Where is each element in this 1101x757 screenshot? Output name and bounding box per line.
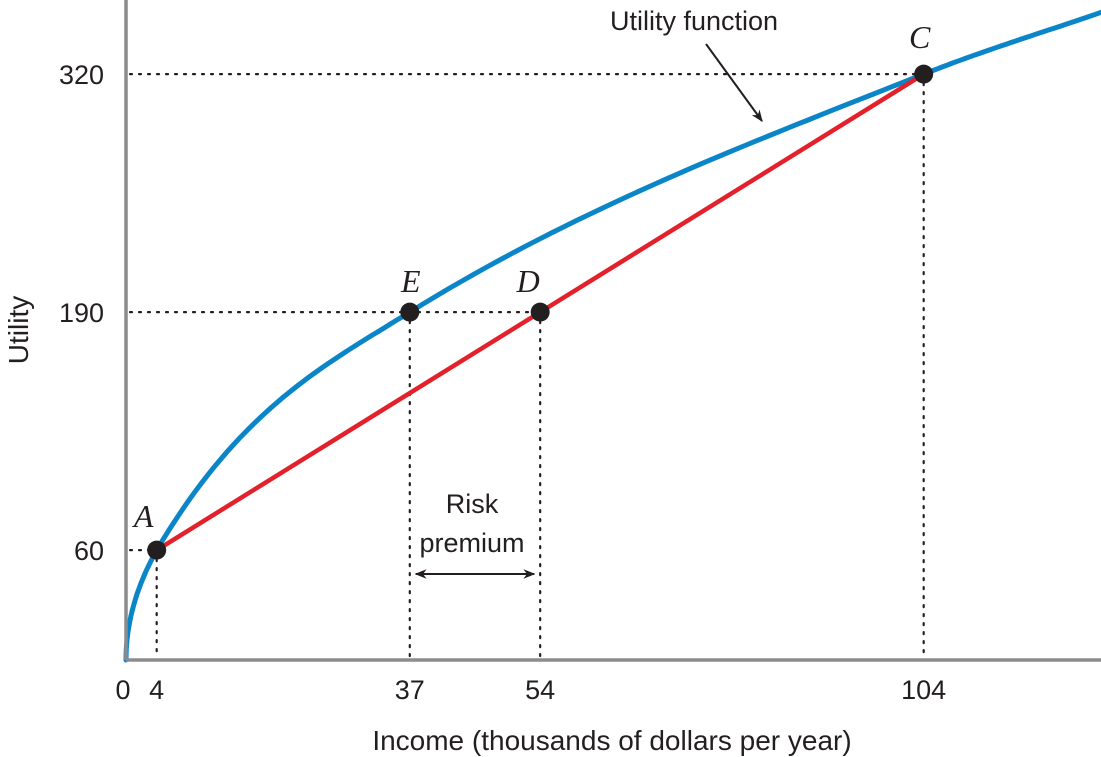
x-tick-label: 0 (115, 675, 130, 705)
x-tick-label: 4 (149, 675, 164, 705)
x-tick-labels: 0 4 37 54 104 (115, 675, 946, 705)
point-c-label: C (909, 19, 931, 55)
y-tick-labels: 60 190 320 (59, 60, 104, 566)
y-tick-label: 190 (59, 298, 104, 328)
risk-premium-label-line2: premium (419, 528, 524, 558)
y-axis-title: Utility (3, 296, 34, 364)
point-a-label: A (132, 498, 154, 534)
point-c-marker (914, 64, 934, 84)
point-d-marker (530, 302, 550, 322)
y-tick-label: 320 (59, 60, 104, 90)
point-e-label: E (400, 263, 421, 299)
y-tick-label: 60 (74, 536, 104, 566)
point-e-marker (400, 302, 420, 322)
risk-premium-label-line1: Risk (446, 489, 499, 519)
point-a-marker (147, 540, 167, 560)
guide-lines (128, 73, 925, 658)
point-d-label: D (516, 263, 540, 299)
utility-curve-line (123, 9, 1101, 663)
x-tick-label: 37 (395, 675, 425, 705)
x-axis-title: Income (thousands of dollars per year) (372, 725, 851, 756)
curve-annotation-arrow (705, 43, 763, 122)
data-points (147, 64, 934, 560)
x-tick-label: 54 (525, 675, 555, 705)
curve-annotation-label: Utility function (610, 6, 778, 36)
x-tick-label: 104 (901, 675, 946, 705)
point-labels: A E D C (132, 19, 931, 534)
